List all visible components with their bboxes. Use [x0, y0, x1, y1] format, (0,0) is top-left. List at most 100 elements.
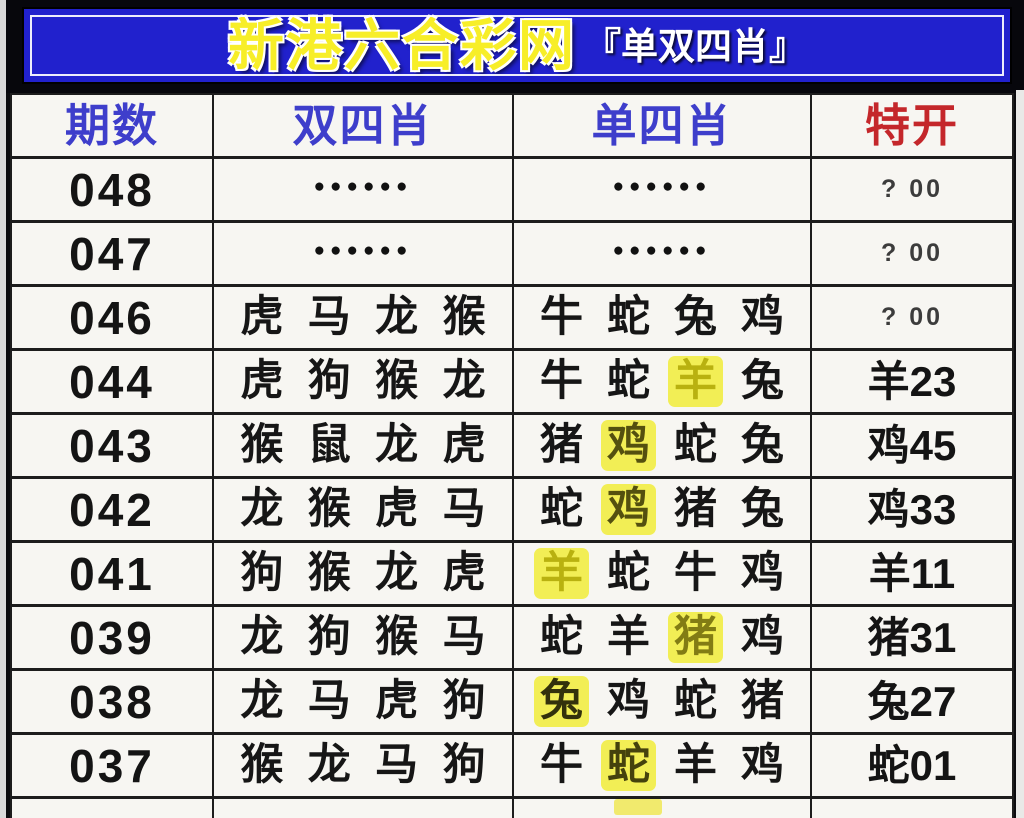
zodiac-char: 猴: [442, 293, 486, 341]
zodiac-char-highlighted: 鸡: [601, 484, 656, 535]
zodiac-char: 虎: [375, 485, 419, 533]
special-cell: [812, 799, 1012, 818]
single-four-cell: [514, 799, 812, 818]
zodiac-char-highlighted: 兔: [534, 676, 589, 727]
zodiac-char: 牛: [674, 549, 717, 597]
zodiac-char: 鸡: [607, 677, 650, 725]
zodiac-char: 猴: [240, 741, 284, 789]
table-row-046: 046 虎马龙猴牛蛇兔鸡? 00: [12, 287, 1012, 351]
header-cell-special: 特开: [812, 95, 1012, 156]
page-right-edge: [1016, 90, 1024, 818]
zodiac-char-highlighted: 羊: [668, 356, 723, 407]
table-row-043: 043 猴鼠龙虎猪鸡蛇兔鸡45: [12, 415, 1012, 479]
special-cell: 羊11: [812, 543, 1012, 604]
period-cell: 047: [12, 223, 214, 284]
masked-dots: ●●●●●●: [313, 240, 413, 261]
zodiac-char: 狗: [307, 357, 351, 405]
zodiac-char: 鸡: [741, 549, 784, 597]
double-four-cell: 猴龙马狗: [214, 735, 514, 796]
period-cell: 038: [12, 671, 214, 732]
zodiac-char: 龙: [375, 293, 419, 341]
period-cell: 046: [12, 287, 214, 348]
single-four-cell: 牛蛇羊兔: [514, 351, 812, 412]
zodiac-char: 狗: [442, 677, 486, 725]
zodiac-char: 羊: [674, 741, 717, 789]
special-cell: 鸡33: [812, 479, 1012, 540]
table-row-039: 039 龙狗猴马蛇羊猪鸡猪31: [12, 607, 1012, 671]
site-title: 新港六合彩网: [228, 13, 576, 77]
zodiac-char: 兔: [741, 421, 784, 469]
double-four-cell: 龙马虎狗: [214, 671, 514, 732]
single-four-cell: 羊蛇牛鸡: [514, 543, 812, 604]
masked-dots: ●●●●●●: [612, 240, 712, 261]
special-cell: 羊23: [812, 351, 1012, 412]
zodiac-char: 虎: [240, 357, 284, 405]
site-banner-frame: 新港六合彩网 『单双四肖』: [6, 0, 1024, 93]
zodiac-char: 鸡: [741, 613, 784, 661]
zodiac-char: 蛇: [540, 485, 583, 533]
table-header-row: 期数 双四肖 单四肖 特开: [12, 95, 1012, 159]
period-cell: 039: [12, 607, 214, 668]
special-cell: 兔27: [812, 671, 1012, 732]
special-cell: ? 00: [812, 223, 1012, 284]
double-four-cell: 猴鼠龙虎: [214, 415, 514, 476]
zodiac-char: 猴: [307, 485, 351, 533]
period-cell: 041: [12, 543, 214, 604]
single-four-cell: 兔鸡蛇猪: [514, 671, 812, 732]
zodiac-char: 兔: [741, 485, 784, 533]
zodiac-char: 虎: [375, 677, 419, 725]
zodiac-char: 马: [442, 485, 486, 533]
single-four-cell: 蛇羊猪鸡: [514, 607, 812, 668]
zodiac-char: 龙: [442, 357, 486, 405]
zodiac-char: 猪: [674, 485, 717, 533]
masked-dots: ●●●●●●: [313, 176, 413, 197]
zodiac-char: 马: [375, 741, 419, 789]
double-four-cell: 虎马龙猴: [214, 287, 514, 348]
zodiac-char: 猴: [375, 613, 419, 661]
zodiac-char-highlighted: 鸡: [601, 420, 656, 471]
zodiac-char: 兔: [674, 293, 717, 341]
special-cell: ? 00: [812, 287, 1012, 348]
zodiac-char: 羊: [607, 613, 650, 661]
single-four-cell: 蛇鸡猪兔: [514, 479, 812, 540]
zodiac-char: 龙: [375, 421, 419, 469]
period-cell: 044: [12, 351, 214, 412]
special-cell: 鸡45: [812, 415, 1012, 476]
period-cell: 048: [12, 159, 214, 220]
zodiac-char-highlighted: 羊: [534, 548, 589, 599]
zodiac-char: 龙: [240, 677, 284, 725]
header-cell-single-four: 单四肖: [514, 95, 812, 156]
zodiac-char: 龙: [375, 549, 419, 597]
zodiac-char-highlighted: 猪: [668, 612, 723, 663]
zodiac-char: 马: [307, 293, 351, 341]
results-table-body: 048 ●●●●●● ●●●●●●? 00 047 ●●●●●● ●●●●●●? 00 04…: [12, 159, 1012, 799]
highlighter-smudge: [614, 799, 662, 815]
single-four-cell: 牛蛇羊鸡: [514, 735, 812, 796]
zodiac-char: 鸡: [741, 293, 784, 341]
zodiac-char: 龙: [240, 613, 284, 661]
period-cell: [12, 799, 214, 818]
zodiac-char: 蛇: [607, 293, 650, 341]
special-cell: 猪31: [812, 607, 1012, 668]
period-cell: 042: [12, 479, 214, 540]
zodiac-char: 蛇: [607, 549, 650, 597]
special-cell: ? 00: [812, 159, 1012, 220]
zodiac-char: 蛇: [674, 421, 717, 469]
zodiac-char: 猴: [307, 549, 351, 597]
table-row-048: 048 ●●●●●● ●●●●●● ? 00: [12, 159, 1012, 223]
zodiac-char: 鸡: [741, 741, 784, 789]
zodiac-char: 蛇: [607, 357, 650, 405]
page-left-edge: [0, 0, 6, 818]
double-four-cell: [214, 799, 514, 818]
zodiac-char: 牛: [540, 741, 583, 789]
single-four-cell: 猪鸡蛇兔: [514, 415, 812, 476]
double-four-cell: 虎狗猴龙: [214, 351, 514, 412]
results-table: 期数 双四肖 单四肖 特开 048 ●●●●●● ●●●●●● ? 00 047 ●●●●…: [10, 93, 1014, 818]
zodiac-char-highlighted: 蛇: [601, 740, 656, 791]
masked-dots: ●●●●●●: [612, 176, 712, 197]
zodiac-char: 虎: [240, 293, 284, 341]
partial-next-row: [12, 799, 1012, 818]
zodiac-char: 猴: [240, 421, 284, 469]
table-row-042: 042 龙猴虎马蛇鸡猪兔鸡33: [12, 479, 1012, 543]
zodiac-char: 虎: [442, 549, 486, 597]
